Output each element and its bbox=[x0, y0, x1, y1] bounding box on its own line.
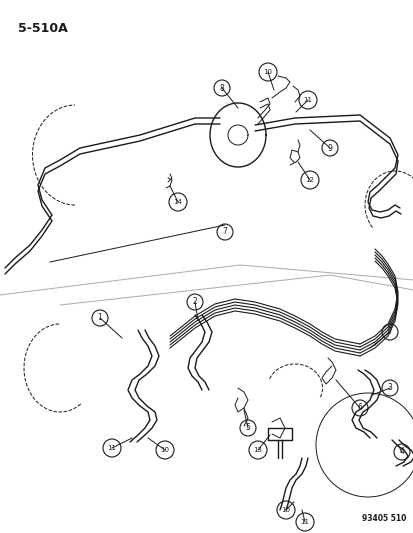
Text: 1: 1 bbox=[97, 313, 102, 322]
Text: 13: 13 bbox=[253, 447, 262, 453]
Text: 5: 5 bbox=[245, 424, 250, 432]
Text: 12: 12 bbox=[305, 177, 314, 183]
Text: 11: 11 bbox=[107, 445, 116, 451]
Text: 5-510A: 5-510A bbox=[18, 22, 68, 35]
Text: 6: 6 bbox=[357, 403, 361, 413]
Text: 7: 7 bbox=[387, 327, 392, 336]
Text: 3: 3 bbox=[387, 384, 392, 392]
Text: 8: 8 bbox=[219, 84, 224, 93]
Text: 11: 11 bbox=[300, 519, 309, 525]
Text: 14: 14 bbox=[173, 199, 182, 205]
Text: 4: 4 bbox=[399, 448, 404, 456]
Text: 10: 10 bbox=[281, 507, 290, 513]
Text: 2: 2 bbox=[192, 297, 197, 306]
Text: 9: 9 bbox=[327, 143, 332, 152]
Text: 93405 510: 93405 510 bbox=[361, 514, 405, 523]
Text: 7: 7 bbox=[222, 228, 227, 237]
Text: 11: 11 bbox=[303, 97, 312, 103]
Text: 10: 10 bbox=[160, 447, 169, 453]
Text: 10: 10 bbox=[263, 69, 272, 75]
